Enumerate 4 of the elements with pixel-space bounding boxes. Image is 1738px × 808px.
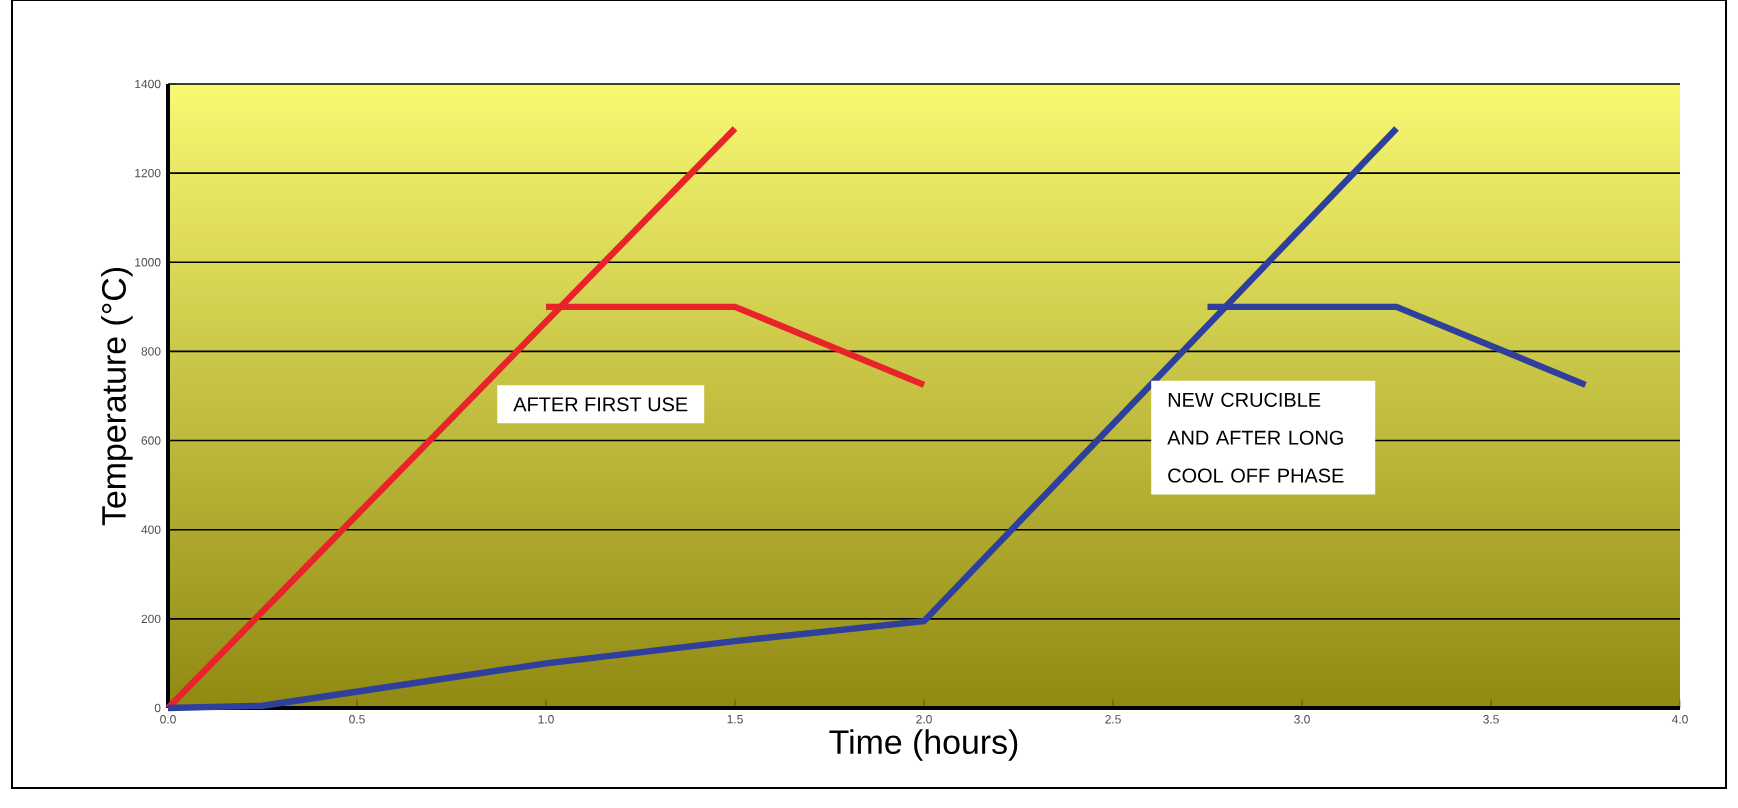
annotation: NEW CRUCIBLE AND AFTER LONG COOL OFF PHASE xyxy=(1167,392,1344,483)
y-axis-title: Temperature (°C) xyxy=(101,268,133,526)
annotation: AFTER FIRST USE xyxy=(513,397,688,412)
x-axis-title: Time (hours) xyxy=(829,729,1018,761)
